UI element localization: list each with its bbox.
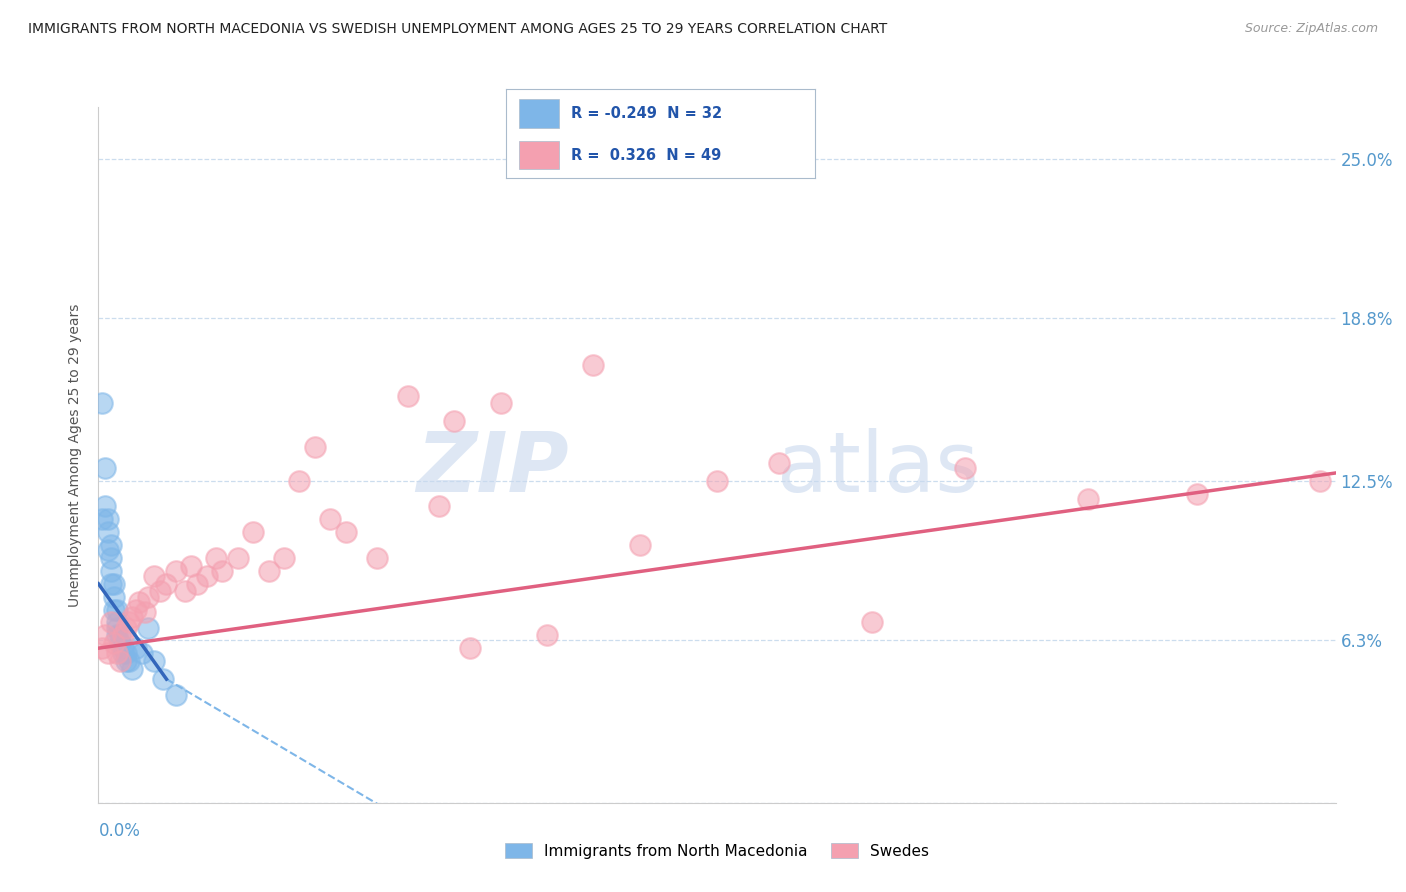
Point xyxy=(103,590,125,604)
Point xyxy=(100,551,122,566)
Point xyxy=(396,389,419,403)
Point xyxy=(860,615,883,630)
Point xyxy=(427,500,450,514)
Point xyxy=(105,615,128,630)
Point xyxy=(706,474,728,488)
Text: 0.0%: 0.0% xyxy=(98,822,141,840)
Point xyxy=(128,595,150,609)
Text: IMMIGRANTS FROM NORTH MACEDONIA VS SWEDISH UNEMPLOYMENT AMONG AGES 25 TO 29 YEAR: IMMIGRANTS FROM NORTH MACEDONIA VS SWEDI… xyxy=(28,22,887,37)
Point xyxy=(458,641,481,656)
Point xyxy=(1185,486,1208,500)
Point xyxy=(93,628,115,642)
Point xyxy=(536,628,558,642)
Point xyxy=(90,641,112,656)
Point xyxy=(273,551,295,566)
Point xyxy=(124,641,146,656)
Point xyxy=(226,551,249,566)
Bar xyxy=(519,141,558,169)
Point xyxy=(953,460,976,475)
Point xyxy=(103,602,125,616)
Point xyxy=(304,440,326,454)
Legend: Immigrants from North Macedonia, Swedes: Immigrants from North Macedonia, Swedes xyxy=(499,837,935,864)
Point xyxy=(288,474,311,488)
Point xyxy=(118,615,141,630)
Point xyxy=(149,584,172,599)
Point xyxy=(124,602,146,616)
Point xyxy=(205,551,228,566)
Point xyxy=(115,646,138,660)
Point xyxy=(97,525,120,540)
Point xyxy=(118,654,141,668)
Point xyxy=(97,543,120,558)
Point xyxy=(108,628,131,642)
Point xyxy=(582,358,605,372)
Point xyxy=(165,564,187,578)
Point xyxy=(105,646,128,660)
Point xyxy=(134,605,156,619)
Point xyxy=(103,636,125,650)
Y-axis label: Unemployment Among Ages 25 to 29 years: Unemployment Among Ages 25 to 29 years xyxy=(69,303,83,607)
Point xyxy=(100,576,122,591)
Point xyxy=(155,576,177,591)
Point xyxy=(186,576,208,591)
Point xyxy=(100,538,122,552)
Point xyxy=(105,602,128,616)
Point xyxy=(143,654,166,668)
Point xyxy=(443,414,465,428)
Point xyxy=(108,636,131,650)
Point xyxy=(242,525,264,540)
Point xyxy=(136,621,159,635)
Point xyxy=(152,672,174,686)
Point xyxy=(121,662,143,676)
Text: ZIP: ZIP xyxy=(416,428,568,509)
Point xyxy=(103,576,125,591)
Point xyxy=(335,525,357,540)
Point xyxy=(319,512,342,526)
Point xyxy=(93,500,115,514)
Point xyxy=(768,456,790,470)
Point xyxy=(174,584,197,599)
Point xyxy=(165,688,187,702)
Point xyxy=(90,396,112,410)
Point xyxy=(143,569,166,583)
Point xyxy=(115,621,138,635)
Point xyxy=(97,646,120,660)
Text: atlas: atlas xyxy=(778,428,979,509)
Point xyxy=(366,551,388,566)
Point xyxy=(180,558,202,573)
Point xyxy=(211,564,233,578)
Text: R =  0.326  N = 49: R = 0.326 N = 49 xyxy=(571,148,721,162)
Point xyxy=(108,654,131,668)
Point xyxy=(112,628,135,642)
Point xyxy=(195,569,218,583)
Text: R = -0.249  N = 32: R = -0.249 N = 32 xyxy=(571,106,723,120)
Point xyxy=(97,512,120,526)
Point xyxy=(105,621,128,635)
Point xyxy=(90,512,112,526)
Point xyxy=(112,646,135,660)
Point xyxy=(489,396,512,410)
Point xyxy=(1077,491,1099,506)
Point xyxy=(131,646,153,660)
Point xyxy=(100,564,122,578)
Point xyxy=(136,590,159,604)
Bar xyxy=(519,99,558,128)
Point xyxy=(257,564,280,578)
Point xyxy=(93,460,115,475)
Text: Source: ZipAtlas.com: Source: ZipAtlas.com xyxy=(1244,22,1378,36)
Point xyxy=(115,654,138,668)
Point xyxy=(628,538,651,552)
Point xyxy=(1309,474,1331,488)
Point xyxy=(112,641,135,656)
Point xyxy=(105,628,128,642)
Point xyxy=(121,610,143,624)
Point xyxy=(100,615,122,630)
